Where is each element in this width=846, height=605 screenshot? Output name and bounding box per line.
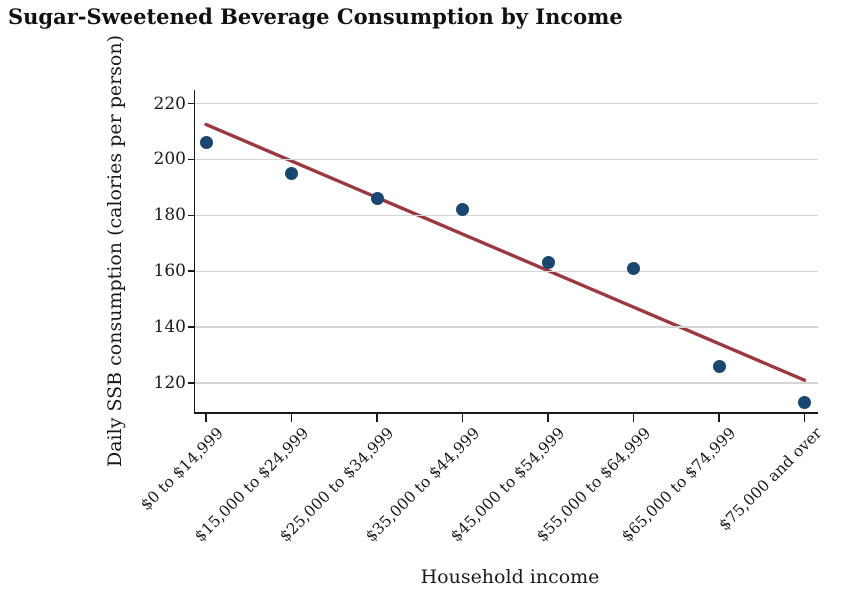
- data-point: [798, 396, 811, 410]
- y-gridline: [195, 382, 818, 384]
- x-tick-mark: [632, 413, 635, 422]
- y-gridline: [195, 326, 818, 328]
- trend-line: [204, 122, 807, 382]
- x-tick-mark: [376, 413, 378, 422]
- data-point: [370, 192, 384, 206]
- y-tick-label: 220: [153, 93, 186, 114]
- data-point: [199, 136, 213, 150]
- chart-title: Sugar-Sweetened Beverage Consumption by …: [8, 4, 623, 29]
- x-category-label: $0 to $14,999: [136, 424, 227, 514]
- x-axis-spine: [193, 412, 818, 414]
- x-tick-mark: [547, 413, 549, 422]
- y-gridline: [195, 102, 818, 105]
- y-tick-label: 120: [153, 373, 186, 393]
- y-tick-mark: [188, 214, 195, 217]
- x-tick-mark: [718, 413, 720, 422]
- data-point: [541, 256, 555, 270]
- y-axis-spine: [193, 90, 195, 414]
- y-tick-label: 160: [153, 261, 186, 282]
- y-tick-mark: [188, 102, 195, 105]
- y-tick-mark: [188, 382, 195, 384]
- data-point: [285, 166, 298, 180]
- y-gridline: [195, 270, 818, 272]
- data-point: [456, 203, 469, 217]
- y-tick-mark: [188, 270, 195, 272]
- y-tick-mark: [188, 158, 195, 161]
- data-point: [627, 261, 640, 275]
- x-tick-mark: [290, 413, 293, 422]
- y-gridline: [195, 214, 818, 216]
- y-tick-label: 140: [153, 317, 186, 338]
- x-tick-mark: [461, 413, 464, 422]
- y-tick-label: 200: [153, 149, 186, 170]
- x-tick-mark: [205, 413, 207, 422]
- y-gridline: [195, 158, 818, 161]
- y-tick-label: 180: [153, 205, 186, 226]
- x-tick-mark: [803, 413, 806, 422]
- data-point: [712, 359, 726, 373]
- y-tick-mark: [188, 326, 195, 328]
- x-axis-label: Household income: [420, 566, 600, 588]
- y-axis-label: Daily SSB consumption (calories per pers…: [104, 34, 126, 468]
